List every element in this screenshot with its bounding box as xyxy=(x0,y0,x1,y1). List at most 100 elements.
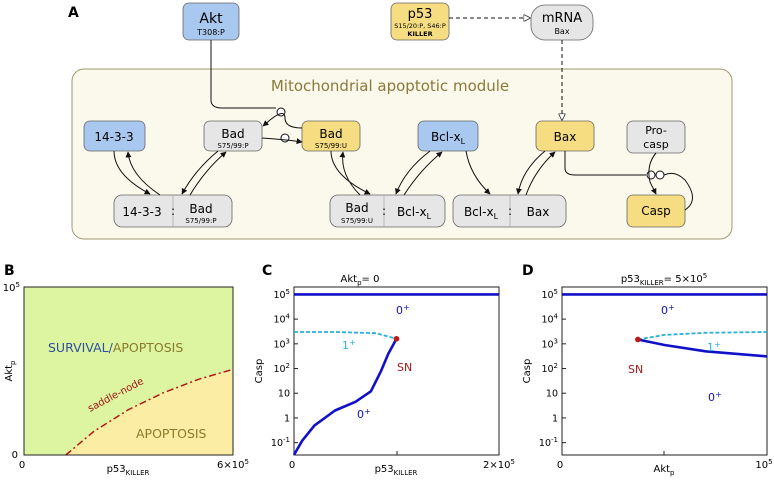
edge-cx2-badu xyxy=(339,151,361,196)
c-series-2 xyxy=(292,338,398,456)
c-xtick-0: 0 xyxy=(289,460,295,471)
region-label-apoptosis: APOPTOSIS xyxy=(136,426,207,441)
casp-label: Casp xyxy=(641,204,671,218)
panel-label-b: B xyxy=(4,263,15,279)
d-ylabel: Casp xyxy=(522,359,533,384)
edge-bclxl-cx3 xyxy=(465,150,491,195)
node-mrna: mRNA Bax xyxy=(530,4,594,41)
node-casp: Casp xyxy=(626,194,686,228)
d-ytick-label: 103 xyxy=(541,337,558,350)
procasp-label: Pro- xyxy=(645,124,667,137)
d-ytick-label: 102 xyxy=(541,362,558,375)
c-sn-point xyxy=(393,335,400,342)
edge-cx3-bax xyxy=(525,151,556,196)
edge-casp-feedback xyxy=(663,172,693,211)
c-ytick-label: 1 xyxy=(284,413,290,424)
panel-d: D p53KILLER= 5×105 10-1 1 10 102 103 104 105 0… xyxy=(522,263,773,477)
c-ytick-label: 105 xyxy=(273,288,290,301)
bclxl-label: Bcl-xL xyxy=(431,130,466,146)
mitochondrial-module xyxy=(71,68,733,240)
cx2-left: Bad xyxy=(345,201,368,215)
d-ytick-label: 104 xyxy=(541,313,558,326)
b-xtick-0: 0 xyxy=(19,460,25,471)
panel-label-d: D xyxy=(522,263,534,279)
plot-b-frame xyxy=(23,286,234,456)
label-slash: / xyxy=(109,340,114,355)
edge-cx2-bclxl xyxy=(403,151,443,196)
edge-procasp-casp xyxy=(648,152,657,195)
plot-d-frame xyxy=(561,286,768,456)
d-title: p53KILLER= 5×105 xyxy=(621,272,707,287)
complex-1433-bad: 14-3-3 : Bad S75/99:P xyxy=(113,194,233,228)
plot-c-frame xyxy=(293,286,500,456)
node-procasp: Pro- casp xyxy=(626,120,686,154)
c-label-sn: SN xyxy=(397,361,412,374)
mrna-label: mRNA xyxy=(542,11,582,26)
d-xtick-max: 105 xyxy=(755,458,772,471)
bax-label: Bax xyxy=(554,130,577,144)
bad-u-sub: S75/99:U xyxy=(315,142,347,150)
edge-badp-badu xyxy=(261,137,303,145)
bad-p-label: Bad xyxy=(221,127,244,141)
dephos-circle xyxy=(280,133,290,143)
b-ytick-max: 105 xyxy=(3,281,20,294)
d-yticks: 10-1 1 10 102 103 104 105 xyxy=(539,288,566,449)
label-survival: SURVIVAL xyxy=(48,340,109,355)
procasp-label2: casp xyxy=(643,138,669,151)
panel-label-c: C xyxy=(262,263,272,279)
edge-cx1-1433 xyxy=(125,151,161,196)
c-series-1 xyxy=(294,331,397,340)
p53-killer: KILLER xyxy=(407,30,432,38)
c-xlabel: p53KILLER xyxy=(375,464,418,477)
edge-badu-cx2 xyxy=(330,150,371,195)
edge-akt-catalysis xyxy=(210,40,276,109)
node-akt: Akt T308:P xyxy=(182,2,240,41)
panel-c: C Aktp= 0 10-1 1 10 102 103 104 105 0 2×105 p5… xyxy=(254,263,515,477)
cx3-left: Bcl-xL xyxy=(464,205,499,221)
b-xtick-max: 6×105 xyxy=(217,458,249,471)
node-bclxl: Bcl-xL xyxy=(417,120,479,152)
edge-cx1-badp xyxy=(189,151,227,196)
cx2-colon: : xyxy=(382,204,386,218)
label-apoptosis: APOPTOSIS xyxy=(113,340,184,355)
p53-label: p53 xyxy=(408,7,433,22)
cx1-left: 14-3-3 xyxy=(122,205,161,219)
c-ylabel: Casp xyxy=(254,359,265,384)
complex-bad-bclxl: Bad S75/99:U : Bcl-xL xyxy=(329,194,446,228)
d-ytick-label: 1 xyxy=(552,413,558,424)
c-ytick-label: 10-1 xyxy=(271,436,290,449)
node-p53: p53 S15/20:P, S46:P KILLER xyxy=(390,2,450,41)
node-14-3-3: 14-3-3 xyxy=(83,120,146,152)
d-label-sn: SN xyxy=(628,363,643,376)
edge-bclxl-cx2 xyxy=(395,150,431,195)
akt-label: Akt xyxy=(199,11,223,27)
edge-bax-cx3 xyxy=(515,150,546,195)
d-xtick-0: 0 xyxy=(557,460,563,471)
node-bad-p: Bad S75/99:P xyxy=(203,120,263,152)
cx1-right-sub: S75/99:P xyxy=(185,217,216,225)
cx2-right: Bcl-xL xyxy=(397,205,432,221)
edge-bax-activation xyxy=(564,151,646,176)
node-bax: Bax xyxy=(535,120,595,152)
b-ylabel: Aktp xyxy=(4,360,17,382)
d-series-1 xyxy=(637,331,768,341)
edge-1433-cx1 xyxy=(113,150,151,195)
casp-autocatalysis-circle xyxy=(655,170,665,180)
b-ytick-0: 0 xyxy=(12,450,18,461)
d-ytick-label: 10 xyxy=(546,389,558,400)
c-xtick-max: 2×105 xyxy=(483,458,515,471)
panel-label-a: A xyxy=(68,5,79,21)
diagram-edges xyxy=(113,18,693,211)
cx3-colon: : xyxy=(508,204,512,218)
c-title: Aktp= 0 xyxy=(341,274,380,287)
cx3-right: Bax xyxy=(527,205,550,219)
b-xlabel: p53KILLER xyxy=(107,464,150,477)
bad-u-label: Bad xyxy=(319,127,342,141)
c-ytick-label: 10 xyxy=(278,389,290,400)
c-ytick-label: 102 xyxy=(273,362,290,375)
d-sn-point xyxy=(635,336,641,343)
c-series xyxy=(292,293,499,456)
cx1-right: Bad xyxy=(189,202,212,216)
n1433-label: 14-3-3 xyxy=(94,130,133,144)
